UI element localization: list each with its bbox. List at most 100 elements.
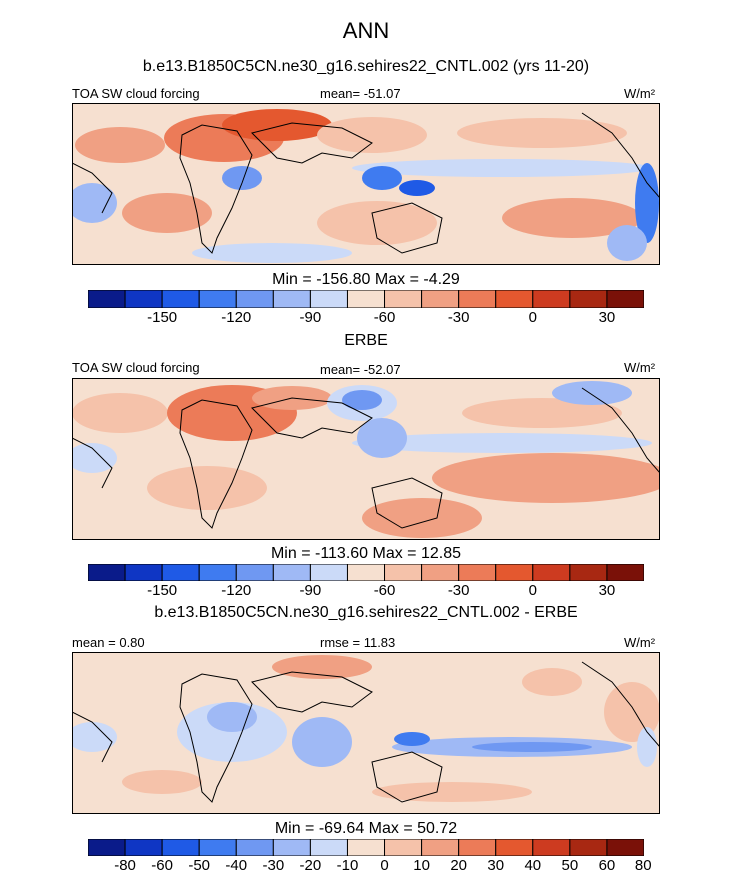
panel2-title: ERBE <box>344 332 388 349</box>
panel3-title: b.e13.B1850C5CN.ne30_g16.sehires22_CNTL.… <box>154 604 578 621</box>
colorbar-box <box>346 839 386 856</box>
panel3-mean-label: mean = 0.80 <box>72 635 145 650</box>
colorbar-box <box>569 839 608 856</box>
colorbar-box <box>161 564 200 581</box>
colorbar-tick-label: -30 <box>262 857 285 874</box>
colorbar-box <box>124 839 163 856</box>
panel2-units-label: W/m² <box>624 360 656 375</box>
colorbar-tick-label: -60 <box>373 309 396 326</box>
colorbar-box <box>421 564 460 581</box>
colorbar-tick-label: 80 <box>634 857 652 874</box>
colorbar-box <box>458 564 497 581</box>
colorbar-tick-label: -150 <box>147 582 178 599</box>
colorbar-box <box>384 839 423 856</box>
panel1-coastlines <box>72 112 660 254</box>
colorbar-tick-label: 30 <box>598 582 616 599</box>
season-title: ANN <box>342 18 390 43</box>
colorbar-tick-label: 0 <box>528 309 537 326</box>
colorbar-tick-label: 40 <box>524 857 542 874</box>
colorbar-tick-label: -40 <box>225 857 248 874</box>
colorbar-box <box>88 839 126 856</box>
panel3-rmse-label: rmse = 11.83 <box>320 635 396 650</box>
colorbar-box <box>384 564 423 581</box>
colorbar-tick-label: -90 <box>299 582 322 599</box>
colorbar-box <box>198 564 237 581</box>
colorbar-box <box>124 564 163 581</box>
colorbar-tick-label: -30 <box>447 582 470 599</box>
panel2-coastlines <box>72 387 660 529</box>
colorbar-box <box>495 839 534 856</box>
colorbar-tick-label: 30 <box>487 857 505 874</box>
colorbar-tick-label: 60 <box>598 857 616 874</box>
colorbar-box <box>458 290 497 308</box>
colorbar-box <box>235 290 274 308</box>
panel2-mean-label: mean= -52.07 <box>320 362 401 377</box>
panel3-field <box>72 652 660 814</box>
panel1-minmax: Min = -156.80 Max = -4.29 <box>272 271 460 288</box>
colorbar-tick-label: -120 <box>221 309 252 326</box>
panel3-frame <box>72 652 660 814</box>
panel2-minmax: Min = -113.60 Max = 12.85 <box>270 545 462 562</box>
panel2-map <box>72 378 660 540</box>
panel3-units-label: W/m² <box>624 635 656 650</box>
colorbar-box <box>384 290 423 308</box>
colorbar-box <box>309 564 348 581</box>
colorbar-box <box>532 839 571 856</box>
colorbar-tick-label: -80 <box>114 857 136 874</box>
colorbar-box <box>88 564 126 581</box>
colorbar-tick-label: -50 <box>188 857 211 874</box>
panel3-colorbar <box>88 839 644 856</box>
colorbar-box <box>272 839 311 856</box>
model-title: b.e13.B1850C5CN.ne30_g16.sehires22_CNTL.… <box>142 58 590 75</box>
colorbar-box <box>272 564 311 581</box>
panel3-map <box>72 652 660 814</box>
colorbar-tick-label: -90 <box>299 309 322 326</box>
colorbar-box <box>272 290 311 308</box>
colorbar-box <box>495 290 534 308</box>
colorbar-tick-label: -60 <box>373 582 396 599</box>
colorbar-box <box>161 839 200 856</box>
panel2-colorbar <box>88 564 644 581</box>
colorbar-box <box>532 564 571 581</box>
panel1-field <box>72 103 660 265</box>
panel1-variable-label: TOA SW cloud forcing <box>72 86 200 101</box>
panel2-variable-label: TOA SW cloud forcing <box>72 360 200 375</box>
colorbar-box <box>161 290 200 308</box>
colorbar-box <box>198 290 237 308</box>
colorbar-box <box>532 290 571 308</box>
colorbar-tick-label: 20 <box>450 857 467 874</box>
colorbar-box <box>606 839 644 856</box>
colorbar-tick-label: 50 <box>561 857 579 874</box>
colorbar-box <box>124 290 163 308</box>
colorbar-tick-label: -20 <box>299 857 322 874</box>
panel2-field <box>72 378 660 540</box>
colorbar-tick-label: -150 <box>147 309 178 326</box>
colorbar-box <box>309 290 348 308</box>
colorbar-box <box>88 290 126 308</box>
colorbar-tick-label: -10 <box>336 857 359 874</box>
panel1-map <box>72 103 660 265</box>
colorbar-tick-label: 0 <box>380 857 389 874</box>
panel1-colorbar <box>88 290 644 308</box>
colorbar-tick-label: 0 <box>528 582 537 599</box>
colorbar-box <box>235 564 274 581</box>
colorbar-box <box>346 290 386 308</box>
colorbar-box <box>421 290 460 308</box>
panel1-mean-label: mean= -51.07 <box>320 86 401 101</box>
panel1-frame <box>72 103 660 265</box>
colorbar-box <box>198 839 237 856</box>
colorbar-box <box>421 839 460 856</box>
colorbar-box <box>606 290 644 308</box>
colorbar-box <box>346 564 386 581</box>
colorbar-box <box>235 839 274 856</box>
colorbar-tick-label: 30 <box>598 309 616 326</box>
panel2-frame <box>72 378 660 540</box>
colorbar-box <box>495 564 534 581</box>
colorbar-tick-label: 10 <box>413 857 430 874</box>
colorbar-box <box>606 564 644 581</box>
colorbar-box <box>569 290 608 308</box>
panel1-units-label: W/m² <box>624 86 656 101</box>
panel3-minmax: Min = -69.64 Max = 50.72 <box>274 820 458 837</box>
colorbar-tick-label: -120 <box>221 582 252 599</box>
